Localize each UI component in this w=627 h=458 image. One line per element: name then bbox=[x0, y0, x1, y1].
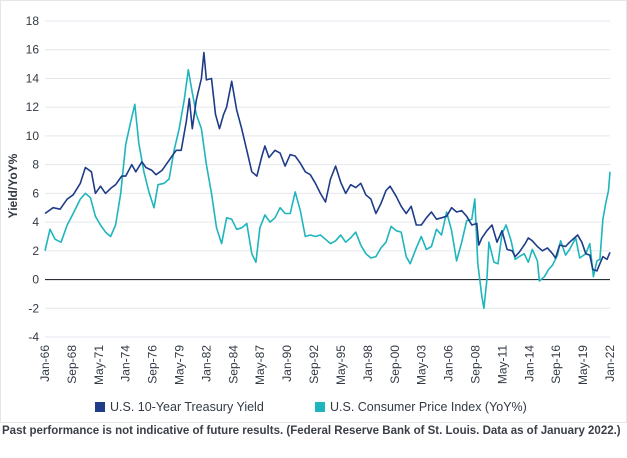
series-line-cpi bbox=[44, 69, 611, 310]
y-tick-label: -4 bbox=[28, 330, 39, 344]
legend-label-cpi: U.S. Consumer Price Index (YoY%) bbox=[330, 400, 527, 414]
series-line-treasury-yield bbox=[44, 51, 611, 272]
x-tick-label: Sep-68 bbox=[65, 345, 79, 384]
legend-swatch-cpi bbox=[315, 402, 325, 412]
x-tick-label: Jan-06 bbox=[442, 345, 456, 382]
x-tick-label: May-11 bbox=[495, 345, 509, 384]
footnote: Past performance is not indicative of fu… bbox=[2, 425, 621, 437]
y-tick-label: 2 bbox=[32, 244, 39, 258]
x-tick-label: Jan-22 bbox=[603, 345, 617, 382]
x-tick-label: Jan-98 bbox=[361, 345, 375, 382]
x-tick-label: Sep-16 bbox=[549, 345, 563, 384]
legend: U.S. 10-Year Treasury Yield U.S. Consume… bbox=[95, 400, 527, 414]
y-tick-label: 14 bbox=[26, 71, 40, 85]
x-tick-label: May-95 bbox=[334, 345, 348, 385]
y-tick-label: 12 bbox=[26, 100, 40, 114]
y-tick-label: 18 bbox=[26, 14, 40, 28]
y-tick-label: 10 bbox=[26, 129, 40, 143]
x-tick-label: Sep-84 bbox=[226, 345, 240, 384]
x-tick-label: May-03 bbox=[415, 345, 429, 385]
legend-label-treasury: U.S. 10-Year Treasury Yield bbox=[110, 400, 264, 414]
y-tick-label: 16 bbox=[26, 43, 40, 57]
gridlines bbox=[45, 20, 610, 338]
y-tick-label: 4 bbox=[32, 215, 39, 229]
x-tick-label: Jan-90 bbox=[280, 345, 294, 382]
x-tick-label: Sep-76 bbox=[146, 345, 160, 384]
x-tick-label: Sep-92 bbox=[307, 345, 321, 384]
x-tick-label: Sep-08 bbox=[469, 345, 483, 384]
y-axis-ticks: 18 16 14 12 10 8 6 4 2 0 -2 -4 bbox=[26, 14, 40, 344]
x-tick-label: May-19 bbox=[576, 345, 590, 385]
x-tick-label: Jan-74 bbox=[119, 345, 133, 382]
y-tick-label: 0 bbox=[32, 273, 39, 287]
y-tick-label: 8 bbox=[32, 158, 39, 172]
x-tick-label: May-71 bbox=[92, 345, 106, 385]
x-tick-label: Sep-00 bbox=[388, 345, 402, 384]
y-tick-label: 6 bbox=[32, 186, 39, 200]
legend-swatch-treasury bbox=[95, 402, 105, 412]
x-tick-label: May-87 bbox=[253, 345, 267, 385]
chart-panel: 18 16 14 12 10 8 6 4 2 0 -2 -4 Jan-66 Sep-68 May-71 Ja… bbox=[0, 0, 627, 423]
x-tick-label: Jan-66 bbox=[38, 345, 52, 382]
y-axis-title: Yield/YoY% bbox=[6, 153, 20, 218]
x-tick-label: May-79 bbox=[172, 345, 186, 385]
x-tick-label: Jan-14 bbox=[522, 345, 536, 382]
x-axis-ticks: Jan-66 Sep-68 May-71 Jan-74 Sep-76 May-79 Jan-… bbox=[38, 345, 617, 385]
x-tick-label: Jan-82 bbox=[199, 345, 213, 382]
y-tick-label: -2 bbox=[28, 301, 39, 315]
series-lines bbox=[44, 51, 611, 310]
